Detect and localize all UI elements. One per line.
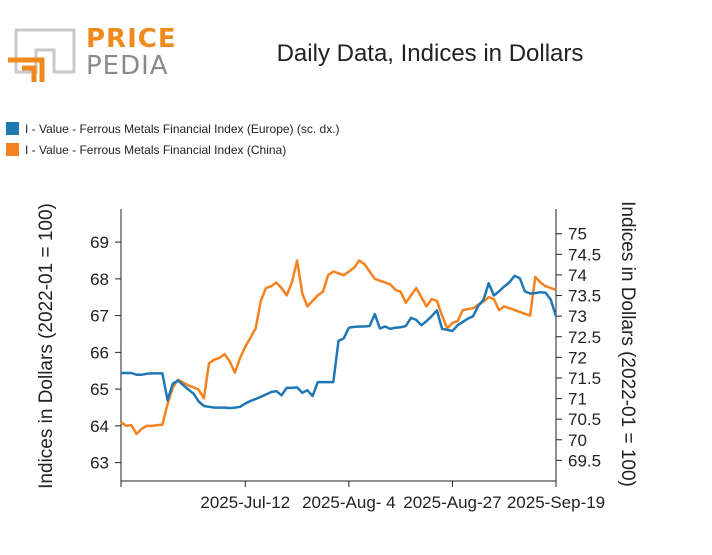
- logo-mark: [8, 28, 76, 86]
- y-left-tick-label: 66: [90, 343, 109, 362]
- y-left-tick-label: 65: [90, 380, 109, 399]
- y-right-tick-label: 72: [568, 348, 587, 367]
- pricepedia-logo: PRICE PEDIA: [8, 22, 178, 86]
- legend-label-china: I - Value - Ferrous Metals Financial Ind…: [25, 142, 287, 157]
- y-axis-left-title: Indices in Dollars (2022-01 = 100): [36, 203, 57, 489]
- y-left-tick-label: 67: [90, 307, 109, 326]
- y-right-tick-label: 70: [568, 431, 587, 450]
- legend-swatch-china: [6, 143, 19, 156]
- logo-text-price: PRICE: [86, 24, 177, 54]
- y-right-tick-label: 70.5: [568, 410, 601, 429]
- legend-item-europe[interactable]: I - Value - Ferrous Metals Financial Ind…: [6, 118, 340, 139]
- x-tick-label: 2025-Sep-19: [507, 493, 605, 512]
- y-right-tick-label: 73: [568, 307, 587, 326]
- y-right-tick-label: 72.5: [568, 328, 601, 347]
- y-right-tick-label: 69.5: [568, 451, 601, 470]
- x-tick-label: 2025-Aug- 4: [302, 493, 396, 512]
- y-axis-right-title: Indices in Dollars (2022-01 = 100): [617, 201, 638, 487]
- y-left-tick-label: 64: [90, 417, 109, 436]
- y-right-tick-label: 74: [568, 266, 587, 285]
- legend-label-europe: I - Value - Ferrous Metals Financial Ind…: [25, 121, 340, 136]
- y-right-tick-label: 71.5: [568, 369, 601, 388]
- legend-item-china[interactable]: I - Value - Ferrous Metals Financial Ind…: [6, 139, 340, 160]
- y-left-tick-label: 68: [90, 270, 109, 289]
- legend: I - Value - Ferrous Metals Financial Ind…: [6, 118, 340, 160]
- x-tick-label: 2025-Aug-27: [403, 493, 501, 512]
- x-tick-label: 2025-Jul-12: [200, 493, 290, 512]
- series-lines: [120, 259, 558, 436]
- y-left-tick-label: 63: [90, 454, 109, 473]
- chart-title: Daily Data, Indices in Dollars: [276, 40, 584, 67]
- y-right-tick-label: 75: [568, 225, 587, 244]
- y-right-tick-label: 71: [568, 390, 587, 409]
- legend-swatch-europe: [6, 122, 19, 135]
- y-right-tick-label: 73.5: [568, 287, 601, 306]
- series-line-europe: [121, 274, 558, 410]
- y-right-tick-label: 74.5: [568, 245, 601, 264]
- logo-text-pedia: PEDIA: [86, 51, 169, 81]
- y-left-tick-label: 69: [90, 233, 109, 252]
